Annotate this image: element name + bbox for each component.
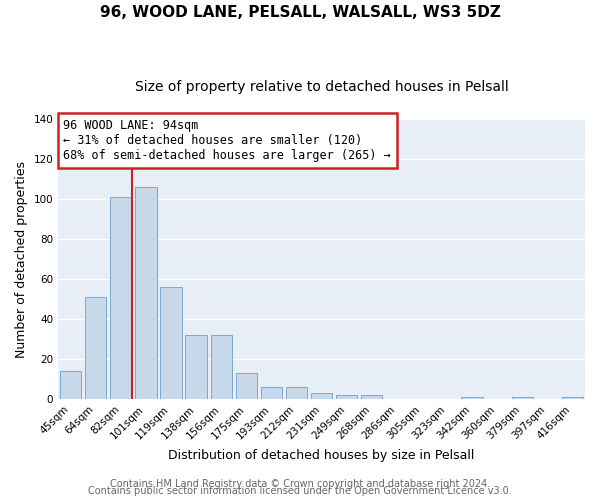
Text: 96 WOOD LANE: 94sqm
← 31% of detached houses are smaller (120)
68% of semi-detac: 96 WOOD LANE: 94sqm ← 31% of detached ho…: [64, 119, 391, 162]
Bar: [311, 394, 332, 400]
Y-axis label: Number of detached properties: Number of detached properties: [15, 160, 28, 358]
Bar: [211, 336, 232, 400]
Text: Contains public sector information licensed under the Open Government Licence v3: Contains public sector information licen…: [88, 486, 512, 496]
Bar: [261, 388, 282, 400]
X-axis label: Distribution of detached houses by size in Pelsall: Distribution of detached houses by size …: [169, 450, 475, 462]
Text: Contains HM Land Registry data © Crown copyright and database right 2024.: Contains HM Land Registry data © Crown c…: [110, 479, 490, 489]
Bar: [110, 197, 131, 400]
Bar: [361, 396, 382, 400]
Bar: [160, 287, 182, 400]
Text: 96, WOOD LANE, PELSALL, WALSALL, WS3 5DZ: 96, WOOD LANE, PELSALL, WALSALL, WS3 5DZ: [100, 5, 500, 20]
Bar: [60, 372, 82, 400]
Bar: [336, 396, 358, 400]
Title: Size of property relative to detached houses in Pelsall: Size of property relative to detached ho…: [135, 80, 508, 94]
Bar: [512, 398, 533, 400]
Bar: [136, 187, 157, 400]
Bar: [562, 398, 583, 400]
Bar: [185, 336, 207, 400]
Bar: [286, 388, 307, 400]
Bar: [85, 297, 106, 400]
Bar: [236, 374, 257, 400]
Bar: [461, 398, 483, 400]
